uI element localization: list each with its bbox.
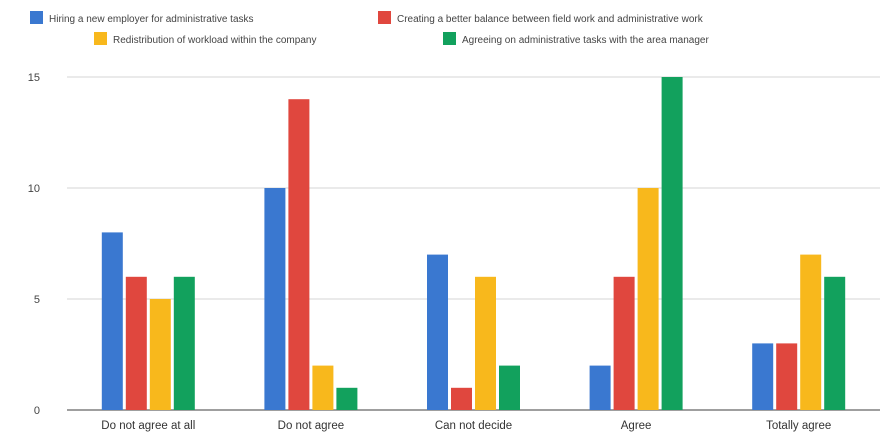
x-axis: Do not agree at all Do not agree Can not d… [101, 420, 831, 432]
y-tick-label-0: 0 [34, 405, 40, 417]
x-tick-label-totally-agree: Totally agree [766, 420, 831, 432]
bar-totally-agree-series-3 [800, 254, 822, 410]
bar-agree-series-3 [637, 188, 659, 410]
gridlines [67, 76, 880, 411]
bar-can-not-decide-series-4 [499, 365, 520, 410]
bar-do-not-agree-series-2 [288, 99, 310, 410]
legend-label-3: Redistribution of workload within the co… [113, 35, 316, 46]
legend-label-1: Hiring a new employer for administrative… [49, 14, 254, 25]
bar-agree-series-4 [661, 77, 683, 410]
bars [101, 77, 846, 410]
legend-label-2: Creating a better balance between field … [397, 14, 704, 25]
bar-can-not-decide-series-1 [427, 254, 448, 410]
x-tick-label-can-not-decide: Can not decide [435, 420, 512, 432]
legend-swatch-4 [443, 32, 456, 45]
bar-do-not-agree-at-all-series-3 [149, 299, 171, 410]
bar-do-not-agree-series-3 [312, 365, 334, 410]
bar-do-not-agree-series-1 [264, 188, 286, 410]
legend-swatch-2 [378, 11, 391, 24]
legend-swatch-1 [30, 11, 43, 24]
legend: Hiring a new employer for administrative… [30, 11, 709, 46]
y-tick-label-5: 5 [34, 294, 40, 306]
bar-do-not-agree-at-all-series-4 [173, 276, 195, 410]
x-tick-label-do-not-agree: Do not agree [278, 420, 345, 432]
y-tick-label-15: 15 [28, 72, 40, 84]
y-tick-label-10: 10 [28, 183, 40, 195]
bar-do-not-agree-at-all-series-2 [125, 276, 147, 410]
bar-do-not-agree-at-all-series-1 [101, 232, 123, 410]
bar-do-not-agree-series-4 [336, 387, 358, 410]
bar-totally-agree-series-1 [752, 343, 774, 410]
x-tick-label-agree: Agree [621, 420, 652, 432]
bar-can-not-decide-series-3 [475, 276, 496, 410]
bar-agree-series-1 [589, 365, 611, 410]
bar-can-not-decide-series-2 [451, 387, 472, 410]
bar-agree-series-2 [613, 276, 635, 410]
legend-label-4: Agreeing on administrative tasks with th… [462, 35, 709, 46]
x-tick-label-do-not-agree-at-all: Do not agree at all [101, 420, 195, 432]
bar-totally-agree-series-2 [776, 343, 798, 410]
bar-totally-agree-series-4 [824, 276, 846, 410]
y-axis: 0 5 10 15 [28, 72, 40, 417]
legend-swatch-3 [94, 32, 107, 45]
